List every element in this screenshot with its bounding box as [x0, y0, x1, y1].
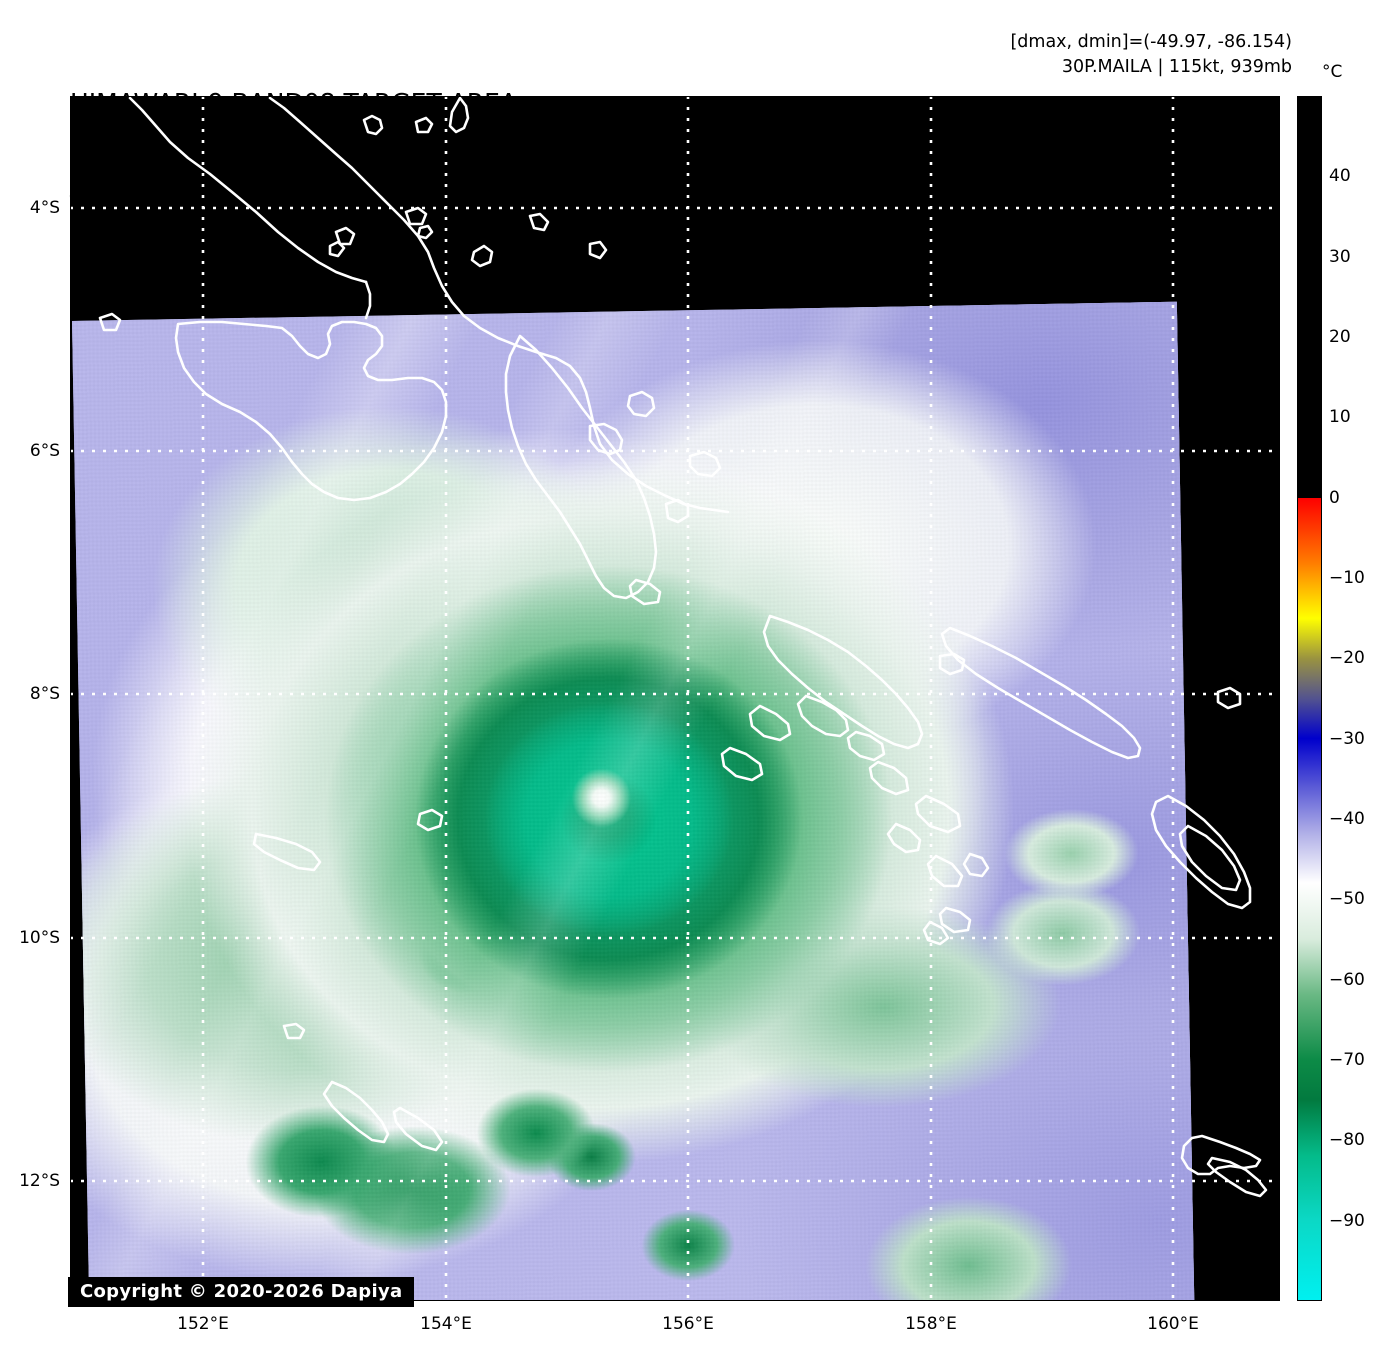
colorbar-tick-label: 0 — [1329, 487, 1340, 508]
colorbar-unit-label: °C — [1322, 62, 1343, 82]
colorbar-tick-label: 40 — [1329, 166, 1351, 187]
colorbar-tick-label: −60 — [1329, 969, 1365, 990]
coastline-overlay — [98, 96, 1268, 1198]
colorbar-gradient — [1298, 97, 1321, 1300]
x-tick-label: 152°E — [177, 1314, 229, 1334]
colorbar-tick-label: −80 — [1329, 1130, 1365, 1151]
colorbar-tick-label: −40 — [1329, 809, 1365, 829]
x-tick-label: 156°E — [662, 1314, 714, 1334]
colorbar-tick-label: −20 — [1329, 648, 1365, 669]
colorbar-tick-label: −70 — [1329, 1050, 1365, 1070]
colorbar-tick-label: 10 — [1329, 407, 1351, 428]
y-tick-label: 6°S — [29, 441, 60, 461]
x-tick-label: 160°E — [1147, 1314, 1199, 1334]
colorbar-tick-label: 30 — [1329, 246, 1351, 267]
y-tick-label: 8°S — [29, 684, 60, 704]
x-tick-label: 158°E — [905, 1314, 957, 1334]
graticule-overlay — [70, 96, 1280, 1301]
y-tick-label: 12°S — [19, 1171, 60, 1191]
dmax-dmin-text: [dmax, dmin]=(-49.97, -86.154) — [1010, 32, 1292, 52]
y-tick-label: 10°S — [19, 928, 60, 948]
metadata-block: [dmax, dmin]=(-49.97, -86.154) 30P.MAILA… — [1010, 30, 1292, 80]
copyright-badge: Copyright © 2020-2026 Dapiya — [68, 1277, 415, 1307]
colorbar — [1297, 96, 1322, 1301]
colorbar-tick-label: −30 — [1329, 728, 1365, 749]
colorbar-tick-label: −90 — [1329, 1210, 1365, 1231]
y-tick-label: 4°S — [29, 198, 60, 218]
x-tick-label: 154°E — [420, 1314, 472, 1334]
colorbar-tick-label: 20 — [1329, 327, 1351, 347]
satellite-plot-area — [70, 96, 1280, 1301]
storm-info-text: 30P.MAILA | 115kt, 939mb — [1061, 57, 1292, 77]
colorbar-tick-label: −10 — [1329, 568, 1365, 588]
colorbar-tick-label: −50 — [1329, 889, 1365, 910]
